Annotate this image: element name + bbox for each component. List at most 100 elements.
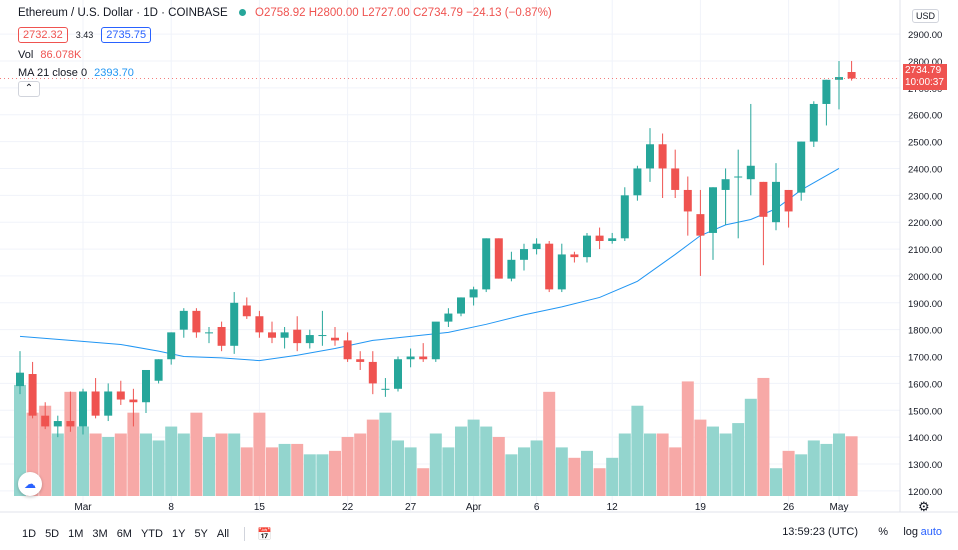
- tradingview-logo[interactable]: ☁: [18, 472, 42, 496]
- volume-bar: [39, 405, 52, 496]
- volume-bar: [807, 440, 820, 496]
- candle-body: [633, 168, 642, 196]
- candle-body: [494, 238, 503, 279]
- candle-body: [608, 238, 617, 242]
- candle-body: [469, 289, 478, 298]
- symbol-title: Ethereum / U.S. Dollar · 1D · COINBASE: [18, 7, 228, 19]
- candle-body: [268, 332, 276, 338]
- candle-body: [822, 79, 831, 104]
- percent-toggle[interactable]: %: [878, 526, 888, 538]
- price-tick-label: 2400.00: [908, 164, 942, 175]
- volume-bar: [278, 443, 291, 496]
- auto-toggle[interactable]: auto: [920, 526, 942, 538]
- currency-label[interactable]: USD: [911, 9, 939, 23]
- candle-body: [570, 254, 579, 258]
- volume-bar: [555, 447, 568, 496]
- volume-bar: [114, 433, 127, 496]
- collapse-legend-button[interactable]: ⌃: [18, 81, 40, 97]
- bid-price[interactable]: 2732.32: [18, 27, 68, 43]
- price-tick-label: 1300.00: [908, 460, 942, 471]
- candle-body: [595, 235, 604, 242]
- toolbar-divider: [244, 527, 246, 541]
- range-1y[interactable]: 1Y: [171, 528, 186, 540]
- time-tick-label: Mar: [74, 502, 92, 513]
- time-tick-label: 8: [168, 502, 174, 513]
- ohlc-low: L2727.00: [361, 7, 410, 19]
- time-tick-label: 6: [534, 502, 540, 513]
- gear-icon[interactable]: ⚙: [918, 499, 930, 514]
- range-all[interactable]: All: [216, 528, 230, 540]
- candle-body: [482, 238, 491, 290]
- candle-body: [318, 335, 327, 337]
- range-3m[interactable]: 3M: [92, 528, 108, 540]
- volume-bar: [77, 426, 89, 496]
- volume-bar: [719, 433, 732, 496]
- chart-legend: Ethereum / U.S. Dollar · 1D · COINBASE O…: [18, 7, 552, 19]
- volume-bar: [707, 426, 719, 496]
- time-tick-label: 12: [607, 502, 619, 513]
- price-tick-label: 1800.00: [908, 326, 942, 337]
- volume-bar: [51, 433, 64, 496]
- utc-clock[interactable]: 13:59:23 (UTC): [782, 526, 858, 538]
- ohlc-close: C2734.79: [413, 7, 463, 19]
- price-tick-label: 1900.00: [908, 299, 942, 310]
- volume-bar: [480, 426, 493, 496]
- calendar-icon[interactable]: 📅: [257, 527, 273, 541]
- candle-body: [444, 313, 453, 322]
- volume-bar: [354, 433, 367, 496]
- market-status-dot: [238, 9, 246, 17]
- candle-body: [507, 259, 516, 279]
- time-tick-label: 15: [254, 502, 266, 513]
- candle-body: [41, 415, 50, 427]
- volume-bar: [379, 412, 392, 496]
- candle-body: [91, 391, 100, 416]
- volume-bar: [417, 468, 430, 496]
- range-5d[interactable]: 5D: [45, 528, 60, 540]
- volume-bar: [631, 405, 644, 496]
- candle-body: [368, 361, 377, 384]
- volume-bar: [833, 433, 845, 496]
- price-tick-label: 2500.00: [908, 138, 942, 149]
- volume-bar: [253, 412, 266, 496]
- ask-price[interactable]: 2735.75: [101, 27, 152, 43]
- candle-body: [66, 421, 75, 427]
- volume-bar: [820, 443, 833, 496]
- range-5y[interactable]: 5Y: [194, 528, 208, 540]
- ohlc-change: −24.13 (−0.87%): [466, 7, 552, 19]
- candle-body: [620, 195, 629, 239]
- ma-legend[interactable]: MA 21 close 0 2393.70: [18, 67, 134, 79]
- candle-body: [646, 144, 654, 169]
- volume-bar: [102, 436, 115, 496]
- log-toggle[interactable]: log: [903, 526, 918, 538]
- volume-bar: [681, 381, 694, 496]
- volume-bar: [64, 391, 77, 496]
- price-tick-label: 2800.00: [908, 57, 942, 68]
- candle-body: [293, 329, 302, 344]
- volume-bar: [89, 433, 102, 496]
- bar-countdown: 10:00:37: [905, 77, 944, 88]
- candle-body: [305, 335, 314, 344]
- candle-body: [79, 391, 87, 427]
- candle-body: [772, 181, 780, 223]
- candle-body: [696, 214, 705, 236]
- volume-bar: [845, 436, 858, 496]
- candle-body: [721, 179, 730, 190]
- volume-bar: [644, 433, 656, 496]
- volume-bar: [392, 440, 404, 496]
- price-tick-label: 2200.00: [908, 218, 942, 229]
- volume-bar: [795, 454, 808, 496]
- candle-body: [217, 326, 226, 346]
- candle-body: [457, 297, 465, 314]
- range-1m[interactable]: 1M: [68, 528, 84, 540]
- volume-bar: [694, 419, 707, 496]
- price-tick-label: 1500.00: [908, 406, 942, 417]
- volume-bar: [543, 391, 556, 496]
- volume-bar: [127, 412, 140, 496]
- range-ytd[interactable]: YTD: [140, 528, 163, 540]
- range-1d[interactable]: 1D: [22, 528, 37, 540]
- range-6m[interactable]: 6M: [116, 528, 132, 540]
- candle-body: [331, 337, 339, 341]
- volume-bar: [329, 450, 341, 496]
- volume-legend[interactable]: Vol 86.078K: [18, 49, 81, 61]
